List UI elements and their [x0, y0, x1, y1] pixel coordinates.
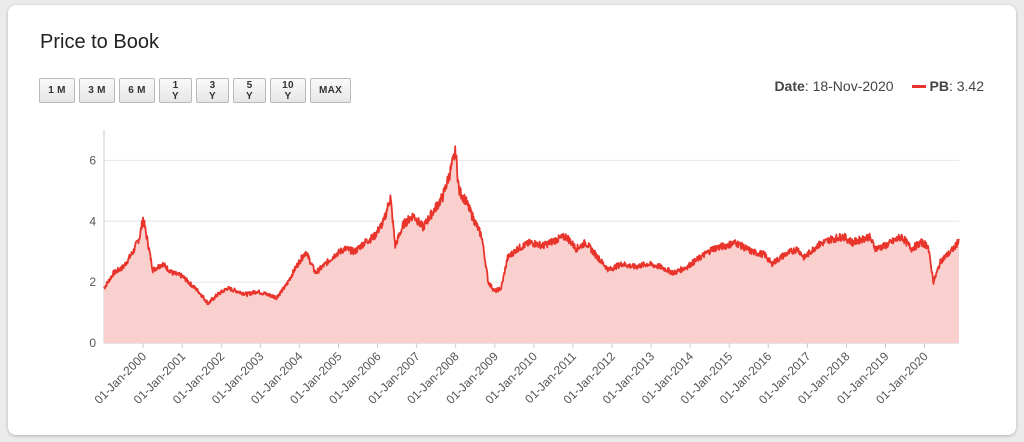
range-selector: 1 M 3 M 6 M 1 Y 3 Y 5 Y 10 Y MAX — [39, 78, 351, 103]
y-tick-label: 2 — [89, 275, 96, 289]
range-button-3y[interactable]: 3 Y — [196, 78, 229, 103]
date-value: : 18-Nov-2020 — [804, 78, 894, 94]
y-tick-label: 0 — [89, 336, 96, 350]
range-button-1y[interactable]: 1 Y — [159, 78, 192, 103]
series-label: PB — [929, 78, 949, 94]
page-title: Price to Book — [40, 31, 159, 53]
range-button-3m[interactable]: 3 M — [79, 78, 115, 103]
range-button-10y[interactable]: 10 Y — [270, 78, 306, 103]
y-tick-label: 6 — [89, 153, 96, 167]
pb-series-line — [103, 145, 960, 306]
series-value: : 3.42 — [948, 78, 984, 94]
date-label: Date — [774, 78, 805, 94]
range-button-5y[interactable]: 5 Y — [233, 78, 266, 103]
range-button-max[interactable]: MAX — [310, 78, 351, 103]
pb-area-fill — [104, 146, 959, 343]
price-to-book-card: Price to Book 1 M 3 M 6 M 1 Y 3 Y 5 Y 10… — [8, 5, 1016, 435]
range-button-1m[interactable]: 1 M — [39, 78, 75, 103]
hover-readout: Date : 18-Nov-2020 PB : 3.42 — [774, 78, 984, 94]
y-tick-label: 4 — [89, 214, 96, 228]
legend-line-icon — [911, 84, 926, 88]
range-button-6m[interactable]: 6 M — [119, 78, 155, 103]
